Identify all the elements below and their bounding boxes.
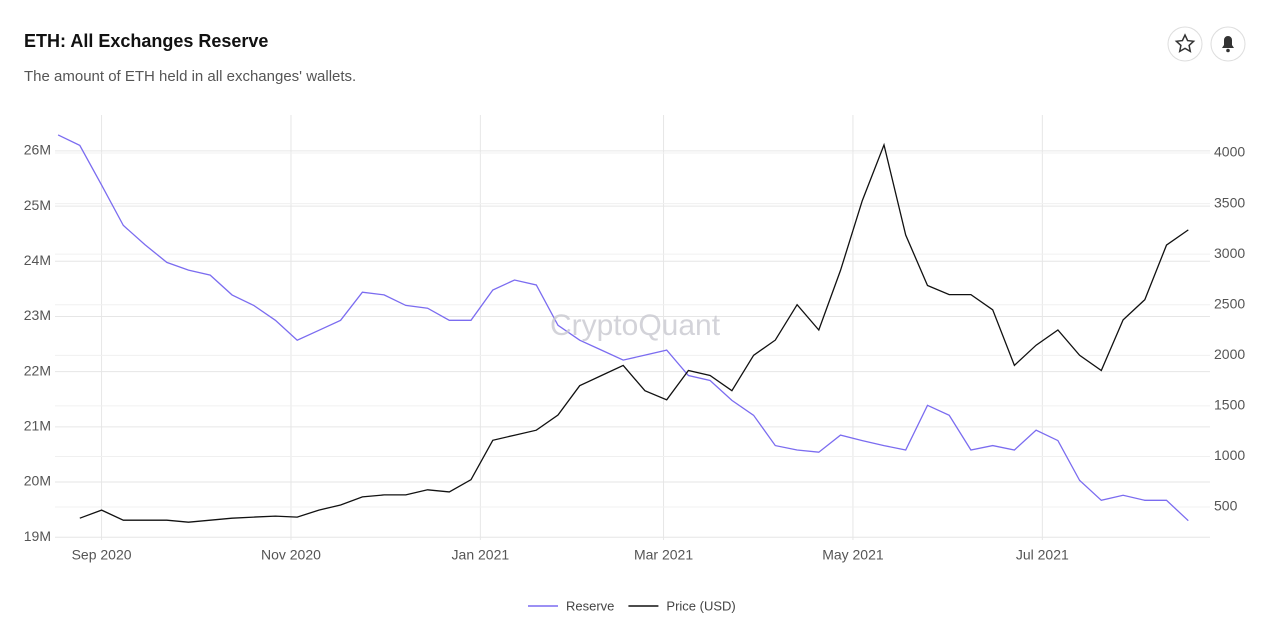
series-line [57, 134, 1189, 522]
x-tick-label: Jul 2021 [1016, 547, 1069, 563]
y-tick-label: 20M [24, 473, 51, 489]
x-tick-label: Mar 2021 [634, 547, 693, 563]
y2-tick-label: 4000 [1214, 144, 1245, 160]
legend-label: Price (USD) [666, 598, 735, 613]
watermark: CryptoQuant [550, 309, 721, 342]
y-tick-label: 19M [24, 528, 51, 544]
x-tick-label: May 2021 [822, 547, 884, 563]
x-tick-label: Jan 2021 [452, 547, 510, 563]
y2-tick-label: 1500 [1214, 397, 1245, 413]
y2-tick-label: 2500 [1214, 295, 1245, 311]
y-tick-label: 25M [24, 197, 51, 213]
y-tick-label: 26M [24, 142, 51, 158]
y2-tick-label: 1000 [1214, 447, 1245, 463]
y-tick-label: 23M [24, 307, 51, 323]
favorite-button[interactable] [1167, 26, 1203, 62]
x-tick-label: Nov 2020 [261, 547, 321, 563]
legend-label: Reserve [566, 598, 614, 613]
x-tick-label: Sep 2020 [72, 547, 132, 563]
y-tick-label: 24M [24, 252, 51, 268]
chart-subtitle: The amount of ETH held in all exchanges'… [24, 68, 356, 85]
legend: Reserve Price (USD) [528, 598, 736, 613]
chart-title: ETH: All Exchanges Reserve [24, 31, 268, 51]
y2-tick-label: 3500 [1214, 194, 1245, 210]
y-tick-label: 21M [24, 418, 51, 434]
y2-tick-label: 3000 [1214, 245, 1245, 261]
y2-tick-label: 500 [1214, 498, 1238, 514]
y2-tick-label: 2000 [1214, 346, 1245, 362]
series-line [79, 142, 1189, 523]
y-tick-label: 22M [24, 362, 51, 378]
alert-button[interactable] [1210, 26, 1246, 62]
